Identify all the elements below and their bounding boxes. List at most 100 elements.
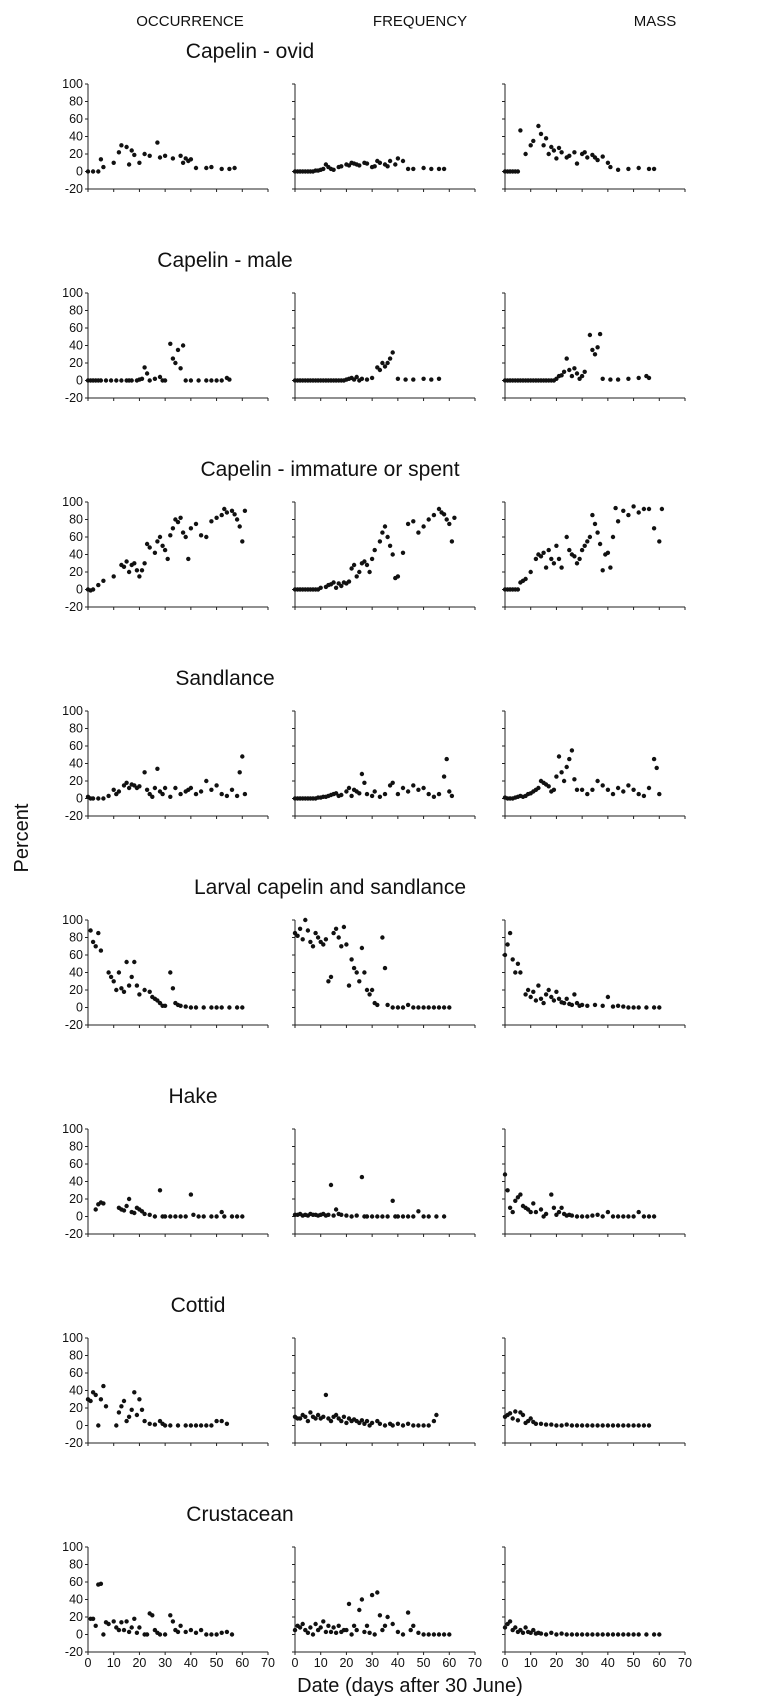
panel-larval-capelin-and-sandlance-mass	[502, 919, 686, 1028]
data-point	[339, 1418, 344, 1424]
data-point	[600, 1003, 605, 1008]
data-point	[543, 1211, 549, 1217]
panel-capelin-male-mass	[502, 292, 686, 401]
data-point	[523, 1625, 528, 1630]
data-point	[331, 580, 336, 585]
data-point	[90, 939, 96, 945]
data-point	[219, 791, 224, 797]
data-point	[308, 1625, 313, 1630]
data-point	[395, 376, 401, 381]
data-point	[313, 930, 318, 936]
data-point	[142, 151, 147, 157]
y-tick-label: -20	[65, 1645, 83, 1659]
data-point	[357, 791, 362, 796]
data-point	[328, 1629, 334, 1635]
data-point	[615, 167, 621, 172]
data-point	[147, 989, 152, 994]
data-point	[328, 974, 334, 980]
data-point	[636, 1209, 641, 1215]
data-point	[405, 789, 411, 794]
panel-title: Hake	[168, 1085, 217, 1108]
data-point	[126, 983, 132, 988]
x-tick-label: 70	[678, 1656, 692, 1670]
data-point	[168, 533, 173, 538]
data-point	[608, 565, 613, 570]
data-point	[411, 1214, 416, 1219]
data-point	[569, 748, 575, 753]
data-point	[90, 1616, 96, 1622]
data-point	[615, 377, 621, 382]
data-point	[587, 534, 593, 540]
data-point	[587, 332, 593, 338]
y-tick-label: 40	[69, 1593, 83, 1607]
data-point	[434, 1214, 439, 1219]
data-point	[168, 341, 173, 346]
data-point	[610, 1423, 616, 1428]
data-point	[507, 1619, 513, 1624]
data-point	[595, 1423, 600, 1428]
data-point	[219, 166, 224, 172]
panel-capelin-ovid-occurrence: 100 80 60 40 20 0 -20	[62, 77, 269, 196]
data-point	[341, 1414, 347, 1420]
data-point	[426, 1632, 431, 1637]
data-point	[646, 1214, 652, 1219]
data-point	[385, 1002, 390, 1008]
data-point	[349, 1632, 354, 1637]
data-point	[636, 1423, 641, 1428]
data-point	[431, 1418, 437, 1424]
data-point	[657, 539, 662, 544]
data-point	[572, 150, 577, 155]
data-point	[178, 1623, 183, 1629]
data-point	[364, 161, 370, 166]
data-point	[367, 1630, 372, 1636]
data-point	[126, 1414, 132, 1420]
data-point	[173, 360, 178, 366]
data-point	[523, 576, 528, 582]
panel-sandlance-occurrence: 100 80 60 40 20 0 -20	[62, 704, 269, 823]
data-point	[646, 506, 652, 512]
data-point	[297, 1416, 303, 1421]
y-tick-label: 20	[69, 774, 83, 788]
data-point	[126, 569, 132, 575]
data-point	[142, 365, 147, 370]
data-point	[549, 556, 554, 562]
data-point	[333, 1630, 339, 1636]
data-point	[204, 165, 209, 171]
data-point	[600, 1214, 605, 1219]
data-point	[168, 1214, 173, 1219]
data-point	[564, 1632, 569, 1637]
data-point	[139, 1407, 145, 1413]
data-point	[429, 166, 434, 172]
y-tick-label: 100	[62, 1540, 83, 1554]
data-point	[592, 1002, 598, 1008]
data-point	[554, 774, 559, 779]
data-point	[300, 937, 305, 942]
y-tick-label: 40	[69, 548, 83, 562]
data-point	[449, 793, 455, 799]
x-tick-label: 30	[575, 1656, 589, 1670]
data-point	[631, 787, 636, 792]
data-point	[222, 506, 227, 512]
data-point	[421, 785, 426, 791]
data-point	[382, 364, 388, 369]
data-point	[382, 524, 388, 529]
data-point	[101, 796, 106, 801]
data-point	[101, 164, 106, 170]
data-point	[121, 564, 127, 569]
data-point	[431, 1005, 437, 1010]
data-point	[390, 780, 395, 785]
y-tick-label: 60	[69, 1157, 83, 1171]
data-point	[155, 766, 160, 771]
data-point	[103, 378, 109, 383]
data-point	[559, 373, 564, 378]
y-tick-label: 60	[69, 112, 83, 126]
data-point	[538, 554, 544, 559]
data-point	[444, 756, 449, 762]
data-point	[170, 526, 176, 531]
data-point	[116, 970, 122, 975]
y-tick-label: 0	[76, 583, 83, 597]
data-point	[610, 1214, 616, 1219]
data-point	[188, 1423, 194, 1428]
data-point	[626, 783, 631, 788]
